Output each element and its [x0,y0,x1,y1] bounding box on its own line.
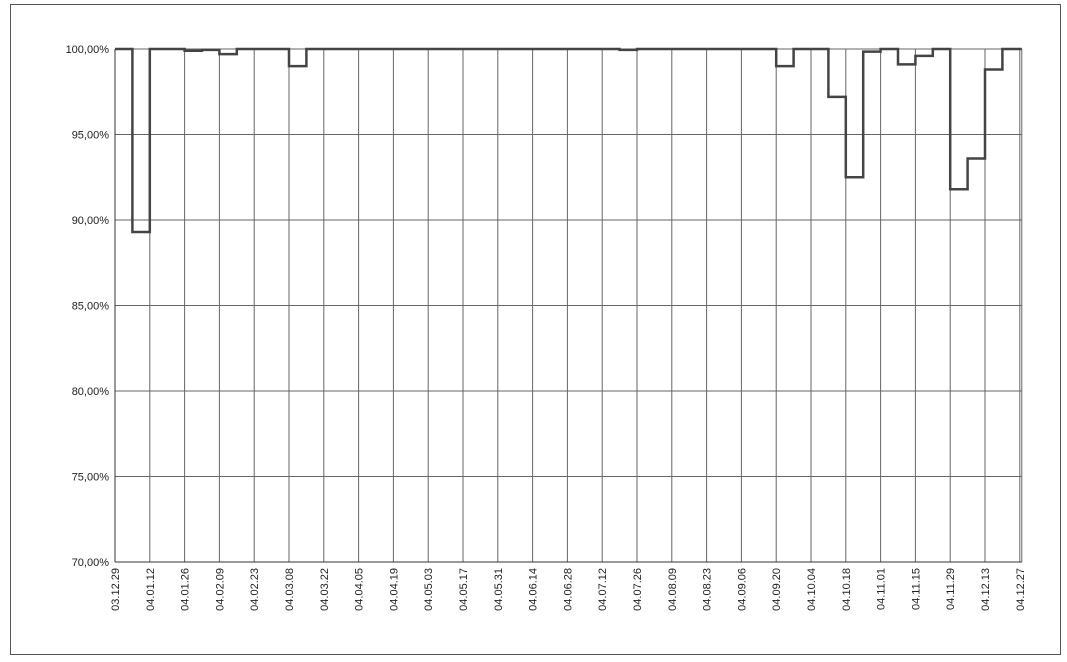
x-tick-label: 04.12.13 [980,568,992,611]
x-tick-label: 04.03.08 [284,568,296,611]
x-tick-label: 04.06.28 [562,568,574,611]
x-tick-label: 04.11.01 [876,568,888,610]
x-tick-label: 04.04.05 [354,568,366,611]
y-tick-label: 70,00% [72,557,110,569]
y-tick-label: 100,00% [66,44,110,56]
x-tick-label: 03.12.29 [110,568,122,611]
frame [10,4,1061,655]
x-tick-label: 04.08.23 [702,568,714,611]
x-tick-label: 04.11.15 [910,568,922,610]
x-tick-label: 04.06.14 [528,568,540,611]
line [115,47,1022,234]
x-tick-label: 04.02.09 [214,568,226,611]
x-tick-label: 04.09.20 [771,568,783,611]
y-tick-label: 95,00% [72,130,110,142]
x-tick-label: 04.03.22 [319,568,331,611]
x-tick-label: 04.04.19 [388,568,400,611]
y-tick-label: 75,00% [72,472,110,484]
x-tick-label: 04.09.06 [736,568,748,611]
x-tick-label: 04.01.12 [145,568,157,611]
y-tick-label: 90,00% [72,215,110,227]
x-tick-label: 04.05.31 [493,568,505,611]
y-tick-label: 85,00% [72,301,110,313]
x-tick-label: 04.10.04 [806,568,818,611]
x-tick-label: 04.07.12 [597,568,609,611]
x-tick-label: 04.10.18 [841,568,853,611]
x-tick-label: 04.07.26 [632,568,644,611]
x-tick-label: 04.12.27 [1015,568,1027,611]
x-tick-label: 04.11.29 [945,568,957,610]
x-tick-label: 04.05.03 [423,568,435,611]
x-tick-label: 04.01.26 [180,568,192,611]
x-tick-label: 04.05.17 [458,568,470,611]
x-tick-label: 04.02.23 [249,568,261,611]
x-tick-label: 04.08.09 [667,568,679,611]
y-tick-label: 80,00% [72,386,110,398]
